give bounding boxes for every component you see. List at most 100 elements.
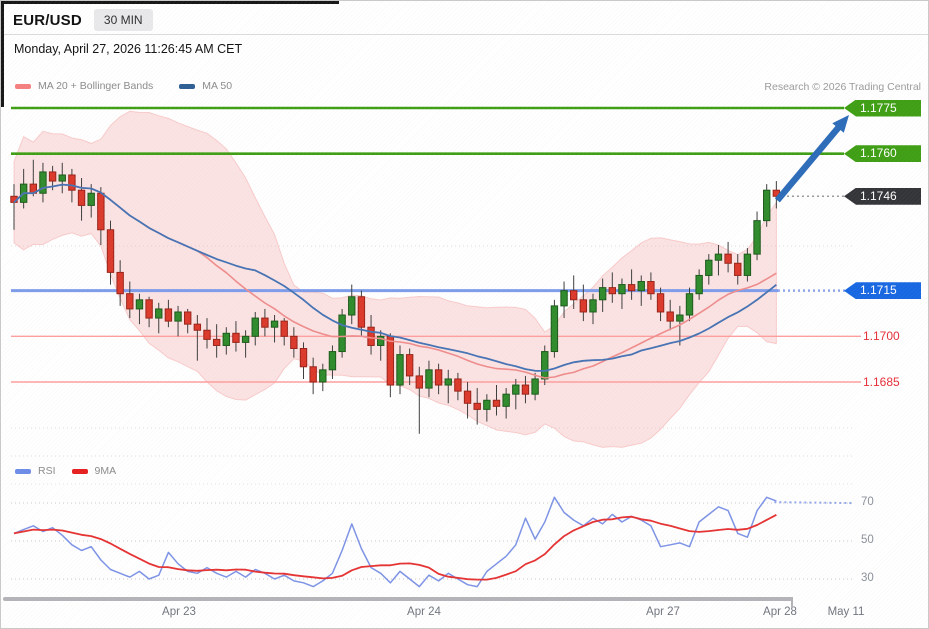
candle: [319, 369, 327, 383]
chart-scrollbar[interactable]: [3, 597, 793, 608]
candle: [579, 299, 588, 313]
x-axis-label-apr28: Apr 28: [763, 606, 797, 618]
x-axis-label-apr23: Apr 23: [162, 606, 196, 618]
x-axis-label-may11: May 11: [827, 606, 865, 618]
candle: [425, 369, 433, 389]
candle: [203, 329, 211, 340]
candle: [483, 399, 491, 410]
attribution-text: Research © 2026 Trading Central: [764, 81, 921, 93]
candle: [473, 402, 481, 410]
candle: [155, 308, 163, 319]
rsi-tick-50: 50: [861, 534, 874, 546]
candle: [550, 305, 559, 353]
symbol-title: EUR/USD: [13, 11, 82, 29]
candle: [212, 338, 221, 346]
candle: [589, 299, 597, 313]
x-axis-label-apr27: Apr 27: [646, 606, 680, 618]
candle: [280, 320, 288, 337]
candle: [502, 393, 510, 407]
rsi-tick-70: 70: [861, 496, 874, 508]
candle: [106, 229, 115, 273]
legend-item-ma20-bollinger[interactable]: MA 20 + Bollinger Bands: [15, 80, 153, 92]
candle: [637, 281, 645, 292]
price-tag-last-1-1746: 1.1746: [844, 187, 921, 205]
candle: [685, 293, 694, 316]
price-tag-resistance-1-1760: 1.1760: [844, 145, 921, 163]
candle: [454, 378, 462, 392]
candle: [232, 332, 240, 343]
candle: [386, 335, 395, 386]
candle: [512, 384, 520, 395]
price-gridlines: [11, 245, 853, 457]
candle: [270, 320, 279, 328]
candle: [676, 314, 684, 322]
candle: [753, 220, 761, 255]
candle: [405, 354, 414, 377]
scrollbar-end-handle[interactable]: [791, 597, 793, 608]
legend-item-ma50[interactable]: MA 50: [179, 80, 232, 92]
candle: [608, 287, 616, 295]
price-label-support-1-1685: 1.1685: [863, 374, 900, 389]
candle: [492, 399, 501, 407]
price-tag-resistance-1-1775: 1.1775: [844, 99, 921, 117]
candle: [338, 314, 346, 353]
legend-item-9ma[interactable]: 9MA: [71, 465, 117, 477]
candle: [126, 293, 134, 310]
candle: [618, 284, 626, 295]
candle: [627, 284, 636, 292]
candle: [444, 378, 452, 386]
candle: [241, 335, 250, 343]
candle: [377, 335, 385, 346]
header-divider: [1, 34, 928, 35]
candle: [135, 299, 144, 310]
candle: [251, 317, 259, 337]
candle: [570, 290, 578, 301]
candle: [763, 189, 771, 222]
candle: [531, 378, 539, 395]
rsi-tick-30: 30: [861, 572, 874, 584]
candle: [734, 262, 742, 276]
rsi-9ma-swatch: [71, 468, 88, 474]
trend-arrow: [774, 115, 849, 203]
candle: [743, 253, 752, 276]
candle: [184, 311, 192, 325]
candle: [396, 354, 404, 386]
candle: [541, 351, 549, 380]
bollinger-band: [13, 110, 777, 448]
candle: [222, 332, 231, 346]
price-legend: MA 20 + Bollinger Bands MA 50: [15, 80, 258, 92]
price-tag-pivot-1-1715: 1.1715: [844, 282, 921, 300]
candle: [116, 271, 124, 295]
candle: [695, 274, 703, 295]
candle: [299, 348, 308, 368]
candle: [309, 366, 317, 383]
candle: [164, 308, 173, 322]
timeframe-badge[interactable]: 30 MIN: [93, 9, 153, 31]
candle: [174, 311, 182, 322]
legend-item-rsi[interactable]: RSI: [15, 465, 56, 477]
window-border-left: [1, 1, 4, 107]
window-border-top: [1, 1, 339, 4]
candle: [357, 296, 366, 328]
legend-label: MA 20 + Bollinger Bands: [38, 80, 154, 92]
candle: [87, 192, 95, 206]
legend-label: 9MA: [94, 465, 117, 477]
legend-label: MA 50: [202, 80, 233, 92]
candle: [560, 290, 568, 307]
candle: [193, 323, 202, 331]
ma50-swatch: [179, 83, 196, 89]
candle: [48, 171, 57, 182]
candle: [145, 299, 153, 319]
candle: [97, 192, 105, 231]
candle: [367, 326, 375, 346]
candle: [647, 281, 655, 295]
rsi-legend: RSI 9MA: [15, 465, 132, 477]
candle: [348, 296, 356, 316]
candle: [39, 171, 47, 194]
candle: [463, 390, 472, 404]
rsi-panel: [11, 483, 854, 588]
candle: [598, 287, 607, 301]
x-axis-label-apr24: Apr 24: [407, 606, 441, 618]
